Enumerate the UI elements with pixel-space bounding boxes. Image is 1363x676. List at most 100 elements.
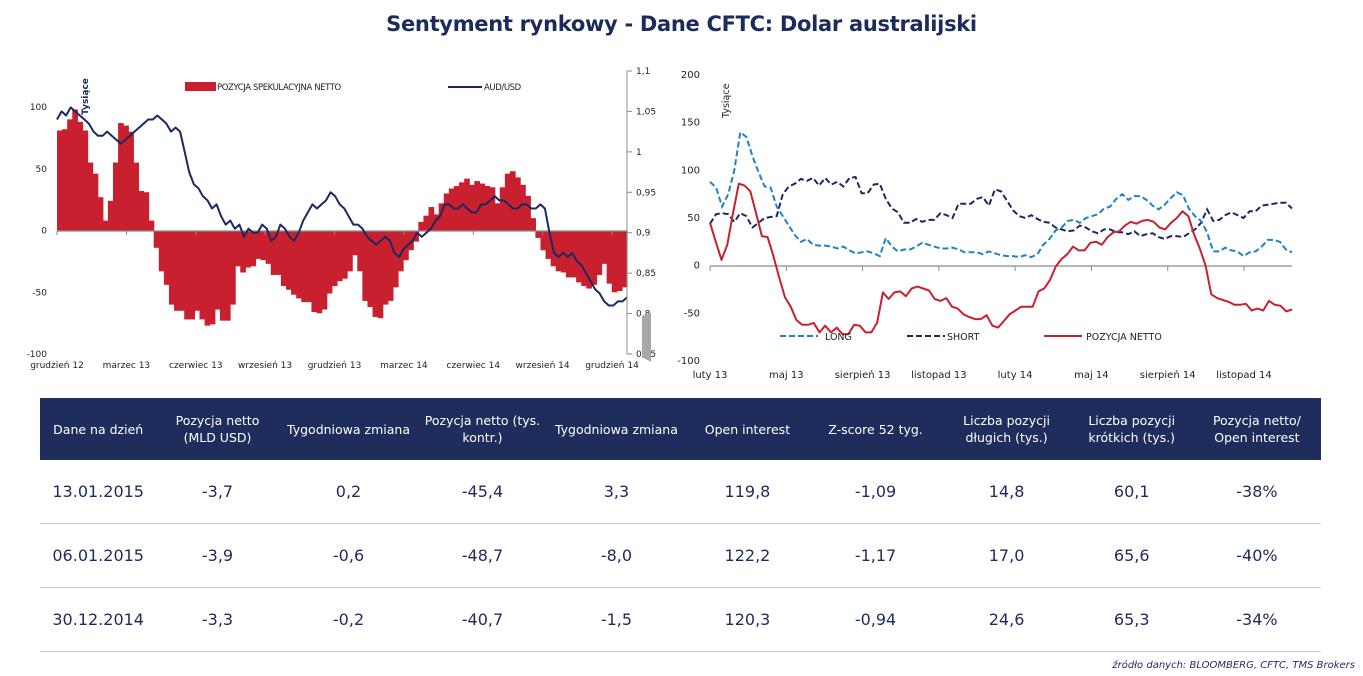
- netto-bar: [194, 230, 201, 311]
- right-chart-x-tick-label: listopad 14: [1216, 370, 1272, 381]
- netto-bar: [484, 186, 491, 231]
- right-chart-x-tick-label: maj 13: [769, 370, 804, 381]
- netto-bar: [230, 230, 236, 305]
- netto-bar: [621, 230, 628, 288]
- left-x-tick-label: czerwiec 13: [169, 361, 223, 371]
- right-chart-y-tick-label: 50: [687, 213, 700, 224]
- netto-bar: [306, 230, 313, 303]
- netto-bar: [596, 230, 603, 275]
- left-x-tick-label: marzec 13: [103, 361, 151, 371]
- netto-bar: [301, 230, 307, 303]
- netto-bar: [408, 230, 414, 251]
- col-header: Tygodniowa zmiana: [546, 398, 687, 460]
- cell-long: 17,0: [942, 523, 1071, 588]
- table-header-row: Dane na dzień Pozycja netto (MLD USD) Ty…: [40, 398, 1321, 460]
- netto-bar: [565, 230, 572, 278]
- left-y-tick-label: 50: [36, 165, 48, 175]
- left-y-tick-label: -50: [32, 288, 47, 298]
- netto-bar: [581, 230, 587, 287]
- left-y-tick-label: 0: [41, 227, 47, 237]
- netto-bar: [209, 230, 216, 325]
- netto-bar: [275, 230, 282, 275]
- cell-weekly-change: 0,2: [278, 460, 419, 524]
- netto-bar: [265, 230, 272, 264]
- netto-bar: [250, 230, 257, 267]
- netto-bar: [382, 230, 389, 305]
- right-chart: 200 150 100 50 0 -50 -100 luty 13 maj 13 sierpie…: [677, 70, 1293, 381]
- cell-long: 14,8: [942, 460, 1071, 524]
- netto-bar: [464, 178, 470, 231]
- cell-open-interest: 120,3: [686, 587, 809, 652]
- netto-bar: [245, 230, 251, 268]
- left-y-tick-label: 100: [30, 103, 47, 113]
- netto-bars: [57, 109, 628, 326]
- netto-bar: [179, 230, 185, 311]
- short-line: [709, 175, 1293, 241]
- legend-label-long: LONG: [825, 332, 852, 343]
- netto-bar: [509, 171, 516, 231]
- cell-netto-oi: -40%: [1192, 523, 1321, 588]
- netto-bar: [153, 230, 160, 248]
- netto-bar: [443, 193, 450, 231]
- cell-weekly-change-contracts: 3,3: [546, 460, 687, 524]
- netto-bar: [148, 220, 155, 231]
- netto-bar: [362, 230, 369, 301]
- netto-bar: [601, 230, 608, 264]
- right-chart-y-tick-label: 100: [681, 165, 700, 176]
- netto-bar: [616, 230, 623, 292]
- netto-bar: [112, 162, 119, 231]
- audusd-line: [56, 106, 628, 307]
- cell-netto-oi: -34%: [1192, 587, 1321, 652]
- netto-bar: [143, 192, 150, 231]
- netto-bar: [392, 230, 399, 288]
- cell-open-interest: 122,2: [686, 523, 809, 588]
- netto-bar: [57, 130, 63, 231]
- right-chart-x-tick-label: luty 13: [693, 370, 728, 381]
- left-x-tick-label: grudzień 13: [308, 361, 362, 371]
- cell-netto-contracts: -45,4: [418, 460, 547, 524]
- netto-bar: [133, 162, 140, 231]
- left-y-tick-label: -100: [27, 350, 48, 360]
- cell-zscore: -0,94: [808, 587, 943, 652]
- scroll-handle[interactable]: [642, 312, 651, 362]
- netto-bar: [184, 230, 190, 320]
- netto-bar: [118, 123, 124, 231]
- cell-short: 65,6: [1070, 523, 1193, 588]
- cell-open-interest: 119,8: [686, 460, 809, 524]
- netto-bar: [535, 230, 542, 238]
- netto-line: [709, 182, 1293, 336]
- cell-date: 30.12.2014: [40, 587, 157, 652]
- netto-bar: [168, 230, 175, 305]
- netto-bar: [128, 131, 134, 231]
- netto-bar: [555, 230, 562, 272]
- cell-zscore: -1,09: [808, 460, 943, 524]
- netto-bar: [204, 230, 211, 326]
- netto-bar: [372, 230, 379, 317]
- cell-netto-oi: -38%: [1192, 460, 1321, 524]
- netto-bar: [418, 221, 425, 231]
- netto-bar: [504, 173, 511, 231]
- netto-bar: [336, 230, 343, 282]
- netto-bar: [433, 214, 440, 231]
- netto-bar: [87, 162, 94, 231]
- netto-bar: [286, 230, 292, 290]
- right-y-tick-label: 1,05: [636, 107, 656, 117]
- netto-bar: [387, 230, 394, 301]
- netto-bar: [219, 230, 226, 321]
- netto-bar: [82, 130, 89, 231]
- netto-bar: [255, 230, 262, 259]
- data-source-note: źródło danych: BLOOMBERG, CFTC, TMS Brok…: [1112, 660, 1355, 671]
- netto-bar: [97, 197, 104, 231]
- cell-netto-contracts: -40,7: [418, 587, 547, 652]
- netto-bar: [123, 125, 129, 231]
- right-chart-y-tick-label: -100: [677, 356, 700, 367]
- netto-bar: [520, 184, 526, 231]
- netto-bar: [606, 230, 613, 284]
- netto-bar: [397, 230, 404, 272]
- cell-date: 06.01.2015: [40, 523, 157, 588]
- right-y-tick-label: 1: [636, 148, 642, 158]
- legend-swatch-netto: [185, 82, 216, 91]
- cell-short: 60,1: [1070, 460, 1193, 524]
